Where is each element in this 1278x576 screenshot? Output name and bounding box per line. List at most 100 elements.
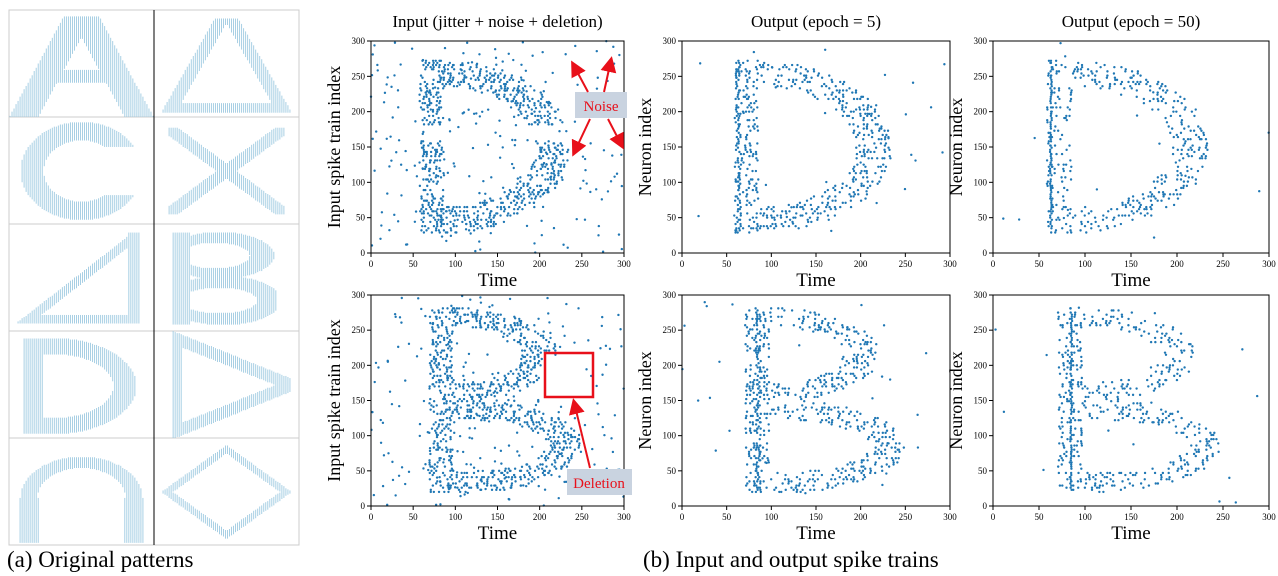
spike bbox=[542, 429, 546, 432]
spike bbox=[386, 192, 389, 195]
spike bbox=[585, 368, 588, 371]
spike bbox=[1187, 125, 1190, 128]
spike bbox=[862, 133, 866, 137]
spike bbox=[612, 45, 615, 49]
spike bbox=[744, 431, 748, 435]
spike bbox=[749, 148, 752, 152]
spike bbox=[902, 446, 906, 449]
spike bbox=[1161, 191, 1165, 194]
spike bbox=[1194, 108, 1197, 111]
spike bbox=[442, 412, 445, 416]
spike bbox=[1134, 82, 1137, 86]
spike bbox=[1057, 87, 1061, 90]
spike bbox=[542, 330, 545, 333]
spike bbox=[490, 80, 493, 84]
spike bbox=[445, 368, 449, 371]
spike bbox=[540, 454, 543, 458]
spike bbox=[465, 76, 468, 79]
pattern-arch-n bbox=[19, 457, 144, 543]
spike bbox=[1046, 108, 1049, 111]
spike bbox=[463, 216, 466, 219]
spike bbox=[475, 112, 478, 115]
spike bbox=[449, 437, 452, 441]
spike bbox=[529, 349, 533, 352]
spike bbox=[754, 169, 758, 173]
spike bbox=[479, 478, 482, 482]
spike bbox=[778, 68, 781, 71]
spike bbox=[474, 205, 477, 209]
spike bbox=[542, 450, 546, 454]
spike bbox=[437, 311, 441, 314]
spike bbox=[449, 220, 452, 224]
spike bbox=[735, 114, 739, 118]
spike bbox=[1049, 216, 1052, 219]
spike bbox=[513, 321, 516, 325]
spike bbox=[1062, 169, 1066, 173]
spike bbox=[492, 319, 495, 323]
spike bbox=[441, 321, 444, 325]
spike bbox=[1191, 144, 1194, 147]
spike bbox=[755, 157, 758, 160]
spike bbox=[1182, 180, 1186, 183]
spike bbox=[445, 239, 448, 243]
spike bbox=[493, 214, 496, 217]
spike bbox=[543, 456, 547, 460]
spike bbox=[459, 80, 463, 84]
spike bbox=[823, 402, 826, 405]
y-tick-label: 200 bbox=[352, 360, 366, 370]
spike bbox=[800, 397, 803, 401]
spike bbox=[455, 307, 459, 310]
spike bbox=[434, 152, 437, 156]
spike bbox=[503, 74, 507, 77]
spike bbox=[448, 317, 451, 321]
spike bbox=[526, 104, 530, 107]
spike bbox=[440, 429, 444, 432]
spike bbox=[1112, 216, 1116, 219]
spike bbox=[749, 431, 753, 435]
spike bbox=[429, 93, 433, 96]
spike bbox=[864, 112, 867, 115]
spike bbox=[780, 222, 783, 226]
spike bbox=[877, 448, 880, 451]
spike bbox=[441, 82, 444, 86]
spike bbox=[430, 154, 433, 158]
spike bbox=[1069, 93, 1073, 96]
spike bbox=[539, 114, 542, 118]
spike bbox=[427, 114, 431, 118]
spike bbox=[496, 328, 499, 331]
spike bbox=[877, 440, 880, 443]
spike bbox=[432, 161, 436, 164]
spike bbox=[741, 191, 745, 194]
spike bbox=[482, 82, 485, 86]
spike bbox=[452, 402, 455, 405]
spike bbox=[555, 180, 559, 183]
spike bbox=[1183, 108, 1186, 111]
spike bbox=[478, 191, 481, 195]
spike bbox=[539, 184, 543, 188]
spike bbox=[516, 212, 519, 215]
spike bbox=[499, 205, 503, 209]
x-tick-label: 0 bbox=[369, 259, 374, 269]
spike bbox=[1200, 154, 1204, 158]
spike bbox=[894, 446, 897, 449]
spike bbox=[892, 433, 895, 437]
spike bbox=[545, 163, 548, 166]
spike bbox=[1113, 82, 1116, 86]
spike bbox=[795, 488, 799, 492]
spike bbox=[458, 385, 462, 388]
spike bbox=[524, 85, 527, 88]
spike bbox=[535, 378, 539, 382]
spike bbox=[838, 412, 842, 416]
spike bbox=[792, 216, 795, 219]
spike bbox=[767, 347, 771, 350]
spike bbox=[553, 343, 556, 346]
spike bbox=[823, 48, 827, 51]
spike bbox=[884, 435, 887, 439]
spike bbox=[452, 391, 455, 394]
spike bbox=[458, 319, 462, 323]
spike bbox=[857, 193, 860, 196]
spike bbox=[563, 435, 566, 439]
spike bbox=[440, 210, 443, 213]
spike bbox=[441, 116, 445, 120]
spike bbox=[1069, 178, 1073, 181]
